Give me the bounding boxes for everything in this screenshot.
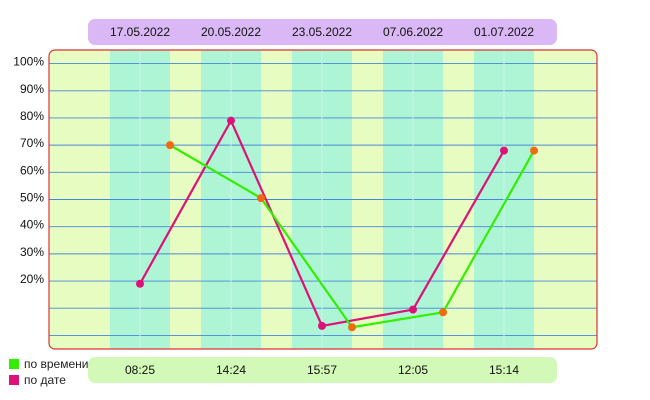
time-label: 14:24 [216, 363, 246, 377]
legend-swatch-by-date [9, 375, 19, 385]
date-label: 07.06.2022 [383, 25, 443, 39]
time-label: 15:57 [307, 363, 337, 377]
y-tick-label: 50% [20, 191, 44, 205]
data-point [318, 321, 326, 330]
time-label: 08:25 [125, 363, 155, 377]
legend-label-by-time: по времени [24, 357, 89, 371]
legend-item-by-time: по времени [9, 357, 88, 371]
data-point [166, 141, 175, 150]
data-point [227, 116, 235, 125]
date-header-bar: 17.05.2022 20.05.2022 23.05.2022 07.06.2022… [88, 19, 557, 45]
data-point [530, 146, 539, 155]
date-label: 17.05.2022 [110, 25, 170, 39]
y-tick-label: 40% [20, 218, 44, 232]
time-label: 12:05 [398, 363, 428, 377]
y-tick-label: 20% [20, 272, 44, 286]
data-point [348, 323, 357, 332]
time-footer-bar: 08:25 14:24 15:57 12:05 15:14 [88, 357, 557, 383]
series-lines [136, 116, 539, 332]
data-point [500, 146, 508, 155]
date-header-background [88, 19, 557, 45]
data-point [439, 308, 448, 317]
legend-label-by-date: по дате [24, 373, 66, 387]
y-axis-ticks: 20% 30% 40% 50% 60% 70% 80% 90% 100% [13, 55, 44, 286]
time-footer-background [88, 357, 557, 383]
y-tick-label: 60% [20, 163, 44, 177]
data-point [257, 194, 266, 203]
time-label: 15:14 [489, 363, 519, 377]
date-label: 20.05.2022 [201, 25, 261, 39]
y-tick-label: 100% [13, 55, 44, 69]
date-label: 23.05.2022 [292, 25, 352, 39]
date-label: 01.07.2022 [474, 25, 534, 39]
legend-item-by-date: по дате [9, 373, 66, 387]
y-tick-label: 70% [20, 136, 44, 150]
y-tick-label: 90% [20, 82, 44, 96]
plot-frame [48, 49, 598, 350]
legend-swatch-by-time [9, 359, 19, 369]
data-point [136, 279, 144, 288]
y-tick-label: 80% [20, 109, 44, 123]
y-tick-label: 30% [20, 245, 44, 259]
data-point [409, 305, 417, 314]
